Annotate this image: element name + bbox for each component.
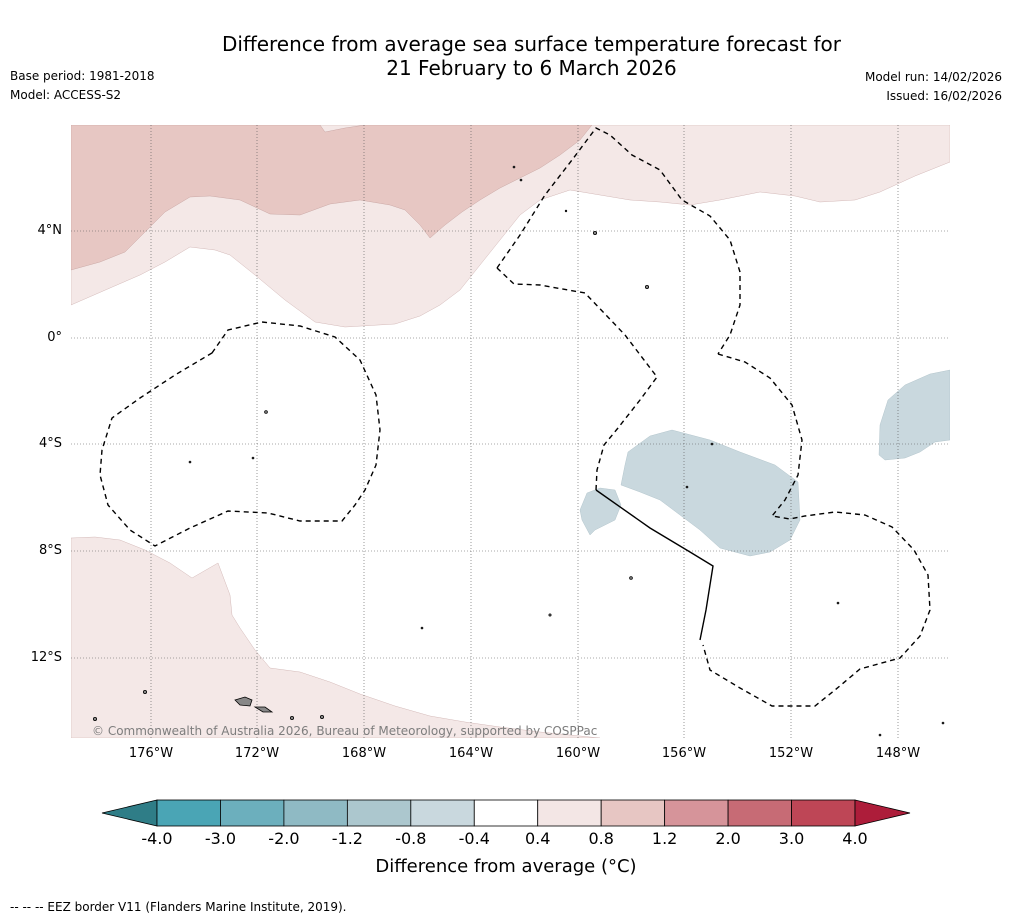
lon-label: 156°W xyxy=(661,746,707,761)
colorbar-tick-label: 0.4 xyxy=(524,829,551,848)
colorbar-extend-low xyxy=(101,799,158,827)
eez-border-west xyxy=(99,321,381,547)
lat-label: 8°S xyxy=(38,543,62,558)
colorbar-segment xyxy=(537,799,602,827)
eez-border-central-south xyxy=(496,267,658,491)
gridlines xyxy=(71,125,950,738)
colorbar-tick-label: -2.0 xyxy=(268,829,300,848)
lat-label: 12°S xyxy=(30,650,62,665)
footnote-eez: -- -- -- EEZ border V11 (Flanders Marine… xyxy=(10,900,347,914)
lat-label: 4°S xyxy=(38,436,62,451)
model-name: Model: ACCESS-S2 xyxy=(10,88,122,102)
colorbar-tick-label: -3.0 xyxy=(204,829,237,848)
lon-label: 152°W xyxy=(768,746,814,761)
anomaly-region-cool-east xyxy=(878,369,950,461)
colorbar-segment xyxy=(283,799,348,827)
colorbar-segment xyxy=(600,799,666,827)
colorbar-title: Difference from average (°C) xyxy=(375,856,637,877)
lat-label: 0° xyxy=(47,330,62,345)
anomaly-region-0.4-0.8-south xyxy=(71,536,601,738)
lon-label: 168°W xyxy=(341,746,387,761)
colorbar-tick-label: -0.4 xyxy=(458,829,490,848)
copyright-text: © Commonwealth of Australia 2026, Bureau… xyxy=(92,724,598,738)
anomaly-region-cool-central xyxy=(620,429,801,557)
eez-border-east xyxy=(702,353,931,707)
colorbar-tick-label: -0.8 xyxy=(395,829,427,848)
colorbar-segment xyxy=(791,799,856,827)
lon-label: 160°W xyxy=(555,746,601,761)
lon-label: 176°W xyxy=(128,746,174,761)
eez-borders xyxy=(99,127,931,707)
colorbar-extend-high xyxy=(854,799,911,827)
islands xyxy=(93,165,945,737)
map-plot-area xyxy=(71,125,950,738)
lon-label: 172°W xyxy=(234,746,280,761)
title-line-1: Difference from average sea surface temp… xyxy=(221,32,841,56)
colorbar-segment xyxy=(156,799,221,827)
colorbar-segment xyxy=(346,799,412,827)
base-period: Base period: 1981-2018 xyxy=(10,69,155,83)
lat-label: 4°N xyxy=(37,223,63,238)
lon-label: 148°W xyxy=(875,746,921,761)
colorbar-tick-label: 4.0 xyxy=(842,829,868,848)
lon-label: 164°W xyxy=(448,746,494,761)
colorbar-segment xyxy=(664,799,729,827)
colorbar-segment xyxy=(220,799,285,827)
colorbar-segment xyxy=(473,799,539,827)
colorbar-tick-label: 1.2 xyxy=(651,829,678,848)
colorbar-tick-label: -4.0 xyxy=(141,829,173,848)
model-run: Model run: 14/02/2026 xyxy=(864,70,1002,84)
colorbar-tick-label: 3.0 xyxy=(778,829,805,848)
colorbar-segment xyxy=(727,799,792,827)
colorbar-tick-label: 0.8 xyxy=(588,829,614,848)
eez-border-solid xyxy=(595,489,714,641)
issued-date: Issued: 16/02/2026 xyxy=(886,89,1002,103)
colorbar-tick-label: 2.0 xyxy=(715,829,741,848)
title-line-2: 21 February to 6 March 2026 xyxy=(386,56,677,80)
colorbar-tick-label: -1.2 xyxy=(331,829,363,848)
colorbar-segment xyxy=(410,799,475,827)
eez-border-central xyxy=(496,127,741,355)
colorbar xyxy=(101,799,911,827)
anomaly-region-0.8-1.2-north xyxy=(71,125,593,271)
